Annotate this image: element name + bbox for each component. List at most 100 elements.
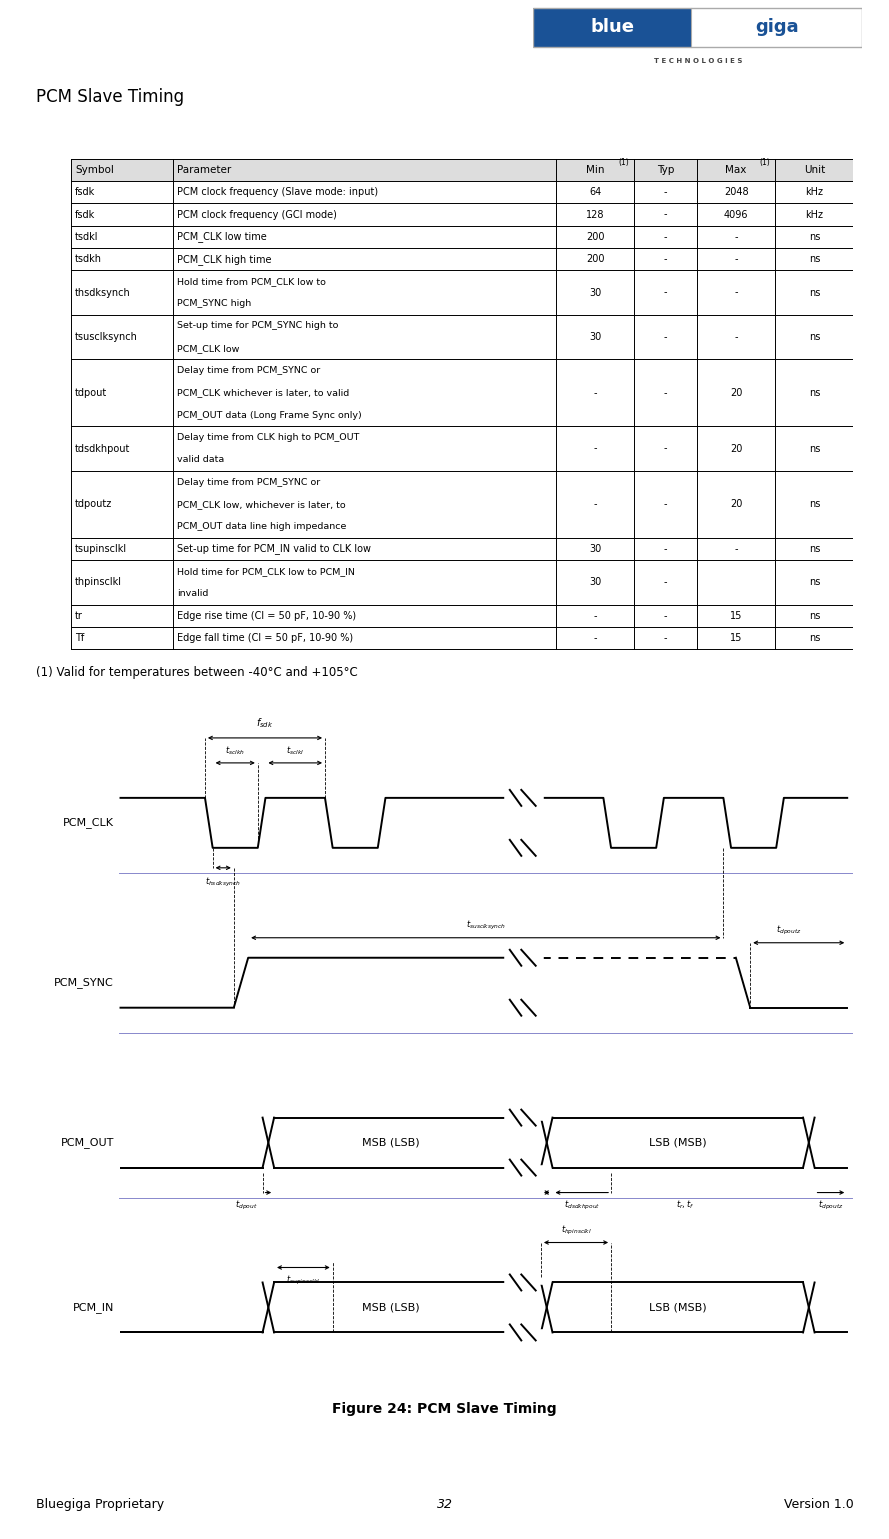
Text: ns: ns [809, 254, 820, 265]
Text: 20: 20 [730, 388, 742, 399]
Text: Typ: Typ [657, 165, 675, 175]
Text: $t_{dpoutz}$: $t_{dpoutz}$ [818, 1199, 844, 1211]
Text: PCM clock frequency (GCI mode): PCM clock frequency (GCI mode) [177, 209, 337, 220]
Text: 15: 15 [730, 611, 742, 620]
Text: Version 1.0: Version 1.0 [784, 1497, 853, 1511]
Text: tdpout: tdpout [75, 388, 108, 399]
Text: ns: ns [809, 443, 820, 454]
Text: Unit: Unit [804, 165, 825, 175]
Text: PCM_OUT: PCM_OUT [60, 1137, 114, 1148]
Text: tsupinsclkl: tsupinsclkl [75, 543, 127, 554]
Text: PCM Slave Timing: PCM Slave Timing [36, 88, 184, 106]
Text: LSB (MSB): LSB (MSB) [649, 1137, 707, 1148]
Text: -: - [664, 188, 668, 197]
Text: PCM_CLK low, whichever is later, to: PCM_CLK low, whichever is later, to [177, 500, 345, 509]
Text: -: - [734, 254, 738, 265]
Text: ns: ns [809, 232, 820, 242]
Text: tsdkl: tsdkl [75, 232, 99, 242]
Text: -: - [664, 209, 668, 220]
Text: -: - [664, 254, 668, 265]
Text: $t_r, t_f$: $t_r, t_f$ [676, 1199, 694, 1211]
Text: PCM clock frequency (Slave mode: input): PCM clock frequency (Slave mode: input) [177, 188, 378, 197]
Text: T E C H N O L O G I E S: T E C H N O L O G I E S [653, 58, 742, 65]
Text: -: - [664, 577, 668, 588]
Text: fsdk: fsdk [75, 188, 95, 197]
Text: PCM_CLK: PCM_CLK [63, 817, 114, 828]
Text: -: - [734, 543, 738, 554]
Text: -: - [664, 332, 668, 342]
Text: PCM_SYNC high: PCM_SYNC high [177, 299, 251, 308]
Text: tr: tr [75, 611, 83, 620]
Text: ns: ns [809, 388, 820, 399]
Text: $t_{hsdksynch}$: $t_{hsdksynch}$ [205, 876, 241, 890]
Text: 2048: 2048 [724, 188, 749, 197]
Text: Set-up time for PCM_IN valid to CLK low: Set-up time for PCM_IN valid to CLK low [177, 543, 371, 554]
Text: MSB (LSB): MSB (LSB) [362, 1137, 420, 1148]
Text: Edge fall time (Cl = 50 pF, 10-90 %): Edge fall time (Cl = 50 pF, 10-90 %) [177, 633, 353, 643]
Text: ns: ns [809, 633, 820, 643]
Text: thsdksynch: thsdksynch [75, 288, 131, 297]
Text: kHz: kHz [805, 209, 823, 220]
Text: 30: 30 [589, 332, 601, 342]
Text: invalid: invalid [177, 589, 208, 599]
Text: -: - [734, 332, 738, 342]
Text: PCM_CLK whichever is later, to valid: PCM_CLK whichever is later, to valid [177, 388, 349, 397]
Text: -: - [594, 388, 597, 399]
Text: Symbol: Symbol [75, 165, 114, 175]
Text: (1): (1) [759, 157, 770, 166]
Text: -: - [664, 611, 668, 620]
Text: 200: 200 [586, 254, 605, 265]
Text: valid data: valid data [177, 456, 224, 465]
Text: $t_{supinsclkl}$: $t_{supinsclkl}$ [286, 1273, 320, 1287]
Text: Set-up time for PCM_SYNC high to: Set-up time for PCM_SYNC high to [177, 322, 338, 331]
Text: PCM_CLK low time: PCM_CLK low time [177, 231, 267, 242]
Text: $t_{dpout}$: $t_{dpout}$ [236, 1199, 258, 1211]
Text: Hold time for PCM_CLK low to PCM_IN: Hold time for PCM_CLK low to PCM_IN [177, 566, 355, 576]
Text: ns: ns [809, 577, 820, 588]
Text: Delay time from PCM_SYNC or: Delay time from PCM_SYNC or [177, 366, 320, 376]
Text: 64: 64 [589, 188, 601, 197]
Text: tdsdkhpout: tdsdkhpout [75, 443, 131, 454]
Text: Parameter: Parameter [177, 165, 231, 175]
Text: ns: ns [809, 332, 820, 342]
Text: 20: 20 [730, 443, 742, 454]
Text: -: - [594, 443, 597, 454]
Text: Max: Max [725, 165, 747, 175]
Text: 200: 200 [586, 232, 605, 242]
Text: Figure 24: PCM Slave Timing: Figure 24: PCM Slave Timing [332, 1402, 557, 1416]
Text: $t_{dpoutz}$: $t_{dpoutz}$ [776, 923, 802, 937]
Text: (1): (1) [619, 157, 629, 166]
Text: -: - [734, 232, 738, 242]
Text: -: - [664, 543, 668, 554]
Text: fsdk: fsdk [75, 209, 95, 220]
Text: -: - [664, 499, 668, 509]
Text: ns: ns [809, 543, 820, 554]
Text: tsusclksynch: tsusclksynch [75, 332, 138, 342]
FancyBboxPatch shape [692, 8, 862, 46]
Text: -: - [664, 288, 668, 297]
Text: (1) Valid for temperatures between -40°C and +105°C: (1) Valid for temperatures between -40°C… [36, 666, 357, 679]
Bar [533, 8, 862, 46]
Text: -: - [594, 633, 597, 643]
Text: Min: Min [586, 165, 605, 175]
Text: $t_{sclkh}$: $t_{sclkh}$ [225, 745, 245, 757]
Text: PCM_OUT data (Long Frame Sync only): PCM_OUT data (Long Frame Sync only) [177, 411, 362, 420]
Text: Edge rise time (Cl = 50 pF, 10-90 %): Edge rise time (Cl = 50 pF, 10-90 %) [177, 611, 356, 620]
Text: 4096: 4096 [724, 209, 749, 220]
Text: Hold time from PCM_CLK low to: Hold time from PCM_CLK low to [177, 277, 325, 286]
Text: -: - [664, 388, 668, 399]
Text: ns: ns [809, 499, 820, 509]
Text: 20: 20 [730, 499, 742, 509]
Text: 30: 30 [589, 577, 601, 588]
Text: ns: ns [809, 288, 820, 297]
Text: $t_{hpinsclkl}$: $t_{hpinsclkl}$ [561, 1224, 591, 1236]
Text: tdpoutz: tdpoutz [75, 499, 112, 509]
Text: 30: 30 [589, 543, 601, 554]
Text: PCM_IN: PCM_IN [72, 1302, 114, 1313]
Text: PCM_CLK low: PCM_CLK low [177, 343, 239, 352]
Text: Bluegiga Proprietary: Bluegiga Proprietary [36, 1497, 164, 1511]
Text: $t_{dsdkhpout}$: $t_{dsdkhpout}$ [564, 1199, 600, 1211]
FancyBboxPatch shape [533, 8, 692, 46]
Text: $t_{sclkl}$: $t_{sclkl}$ [286, 745, 304, 757]
Text: 32: 32 [436, 1497, 453, 1511]
